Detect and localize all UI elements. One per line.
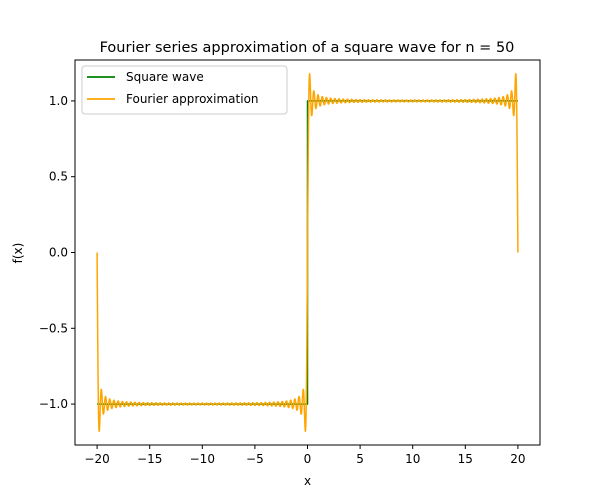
y-tick-label: 0.5 — [49, 170, 68, 184]
x-tick-label: 15 — [458, 452, 473, 466]
x-tick-label: −10 — [190, 452, 215, 466]
series-fourier-approximation — [96, 73, 519, 432]
x-tick-label: 10 — [405, 452, 420, 466]
chart-title: Fourier series approximation of a square… — [100, 40, 515, 56]
legend: Square wave Fourier approximation — [81, 65, 288, 115]
x-tick-label: 5 — [356, 452, 364, 466]
y-tick-label: −1.0 — [39, 397, 68, 411]
y-tick-label: 0.0 — [49, 246, 68, 260]
x-tick-label: −20 — [84, 452, 109, 466]
series-group — [96, 73, 519, 432]
x-axis-label: x — [304, 474, 311, 488]
y-tick-label: 1.0 — [49, 94, 68, 108]
legend-label: Fourier approximation — [126, 92, 259, 106]
y-tick-label: −0.5 — [39, 321, 68, 335]
x-tick-label: −5 — [246, 452, 264, 466]
x-axis-ticks: −20 −15 −10 −5 0 5 10 15 20 — [84, 445, 526, 466]
plot-area — [74, 59, 541, 446]
x-tick-label: 20 — [510, 452, 525, 466]
y-axis-label: f(x) — [11, 243, 25, 264]
legend-box — [81, 65, 288, 115]
y-axis-ticks: −1.0 −0.5 0.0 0.5 1.0 — [39, 94, 75, 411]
x-tick-label: −15 — [137, 452, 162, 466]
legend-label: Square wave — [126, 70, 204, 84]
x-tick-label: 0 — [304, 452, 312, 466]
